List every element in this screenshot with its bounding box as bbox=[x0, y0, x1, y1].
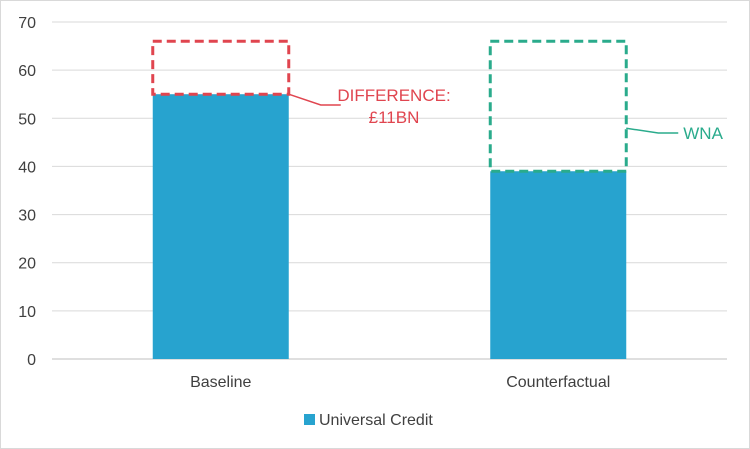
bars bbox=[153, 94, 627, 359]
annotation-leader-line bbox=[289, 94, 341, 105]
annotation-leader-line bbox=[626, 128, 678, 133]
annotations: DIFFERENCE: £11BN WNA bbox=[289, 86, 724, 143]
y-tick-label: 20 bbox=[18, 256, 36, 273]
annotation-text: DIFFERENCE: bbox=[337, 86, 450, 105]
outline-counterfactual bbox=[490, 41, 626, 171]
y-tick-label: 40 bbox=[18, 159, 36, 176]
legend: Universal Credit bbox=[304, 412, 433, 429]
y-tick-label: 0 bbox=[27, 352, 36, 369]
x-category-label: Counterfactual bbox=[506, 374, 610, 391]
legend-label: Universal Credit bbox=[319, 412, 433, 429]
y-tick-label: 70 bbox=[18, 15, 36, 32]
x-axis-categories: Baseline Counterfactual bbox=[190, 374, 610, 391]
x-category-label: Baseline bbox=[190, 374, 251, 391]
y-axis-ticks: 0 10 20 30 40 50 60 70 bbox=[18, 15, 36, 369]
legend-swatch bbox=[304, 414, 315, 425]
y-tick-label: 10 bbox=[18, 304, 36, 321]
y-tick-label: 30 bbox=[18, 208, 36, 225]
annotation-text: £11BN bbox=[369, 108, 420, 127]
bar-counterfactual bbox=[490, 171, 626, 359]
y-tick-label: 60 bbox=[18, 63, 36, 80]
bar-baseline bbox=[153, 94, 289, 359]
y-tick-label: 50 bbox=[18, 111, 36, 128]
annotation-text: WNA bbox=[683, 124, 723, 143]
outline-baseline bbox=[153, 41, 289, 94]
